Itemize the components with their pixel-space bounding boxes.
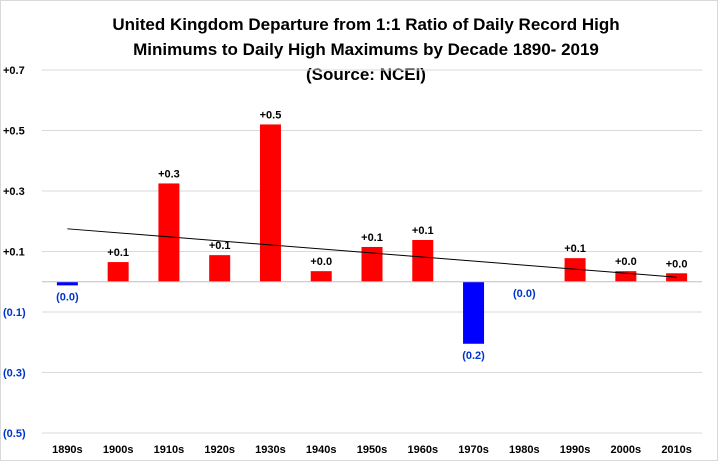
y-tick-label: (0.5) (3, 428, 26, 440)
data-label: +0.0 (310, 256, 332, 268)
bar (412, 240, 434, 282)
bar (56, 281, 78, 286)
y-tick-label: +0.7 (3, 65, 25, 77)
data-label: (0.2) (462, 350, 485, 362)
x-tick-label: 1980s (509, 444, 540, 456)
data-label: +0.1 (209, 240, 231, 252)
x-tick-label: 1990s (560, 444, 591, 456)
x-tick-label: 2010s (661, 444, 692, 456)
chart-title-line-1: United Kingdom Departure from 1:1 Ratio … (112, 15, 619, 34)
trendline-group (67, 228, 677, 278)
bar (666, 273, 688, 282)
x-tick-label: 1930s (255, 444, 286, 456)
data-label: +0.0 (615, 256, 637, 268)
bar (463, 281, 485, 344)
bar (209, 255, 231, 282)
bars (56, 124, 688, 344)
chart-title-line-2: Minimums to Daily High Maximums by Decad… (133, 40, 599, 59)
chart-title-line-3: (Source: NCEI) (306, 65, 426, 84)
data-label: +0.1 (564, 243, 586, 255)
bar (107, 262, 129, 282)
bar (310, 271, 332, 282)
axes: +0.7 +0.5 +0.3 +0.1 (0.1) (0.3) (0.5) 1890s 1900… (3, 65, 702, 456)
x-tick-label: 1960s (407, 444, 438, 456)
y-tick-label: +0.5 (3, 126, 25, 138)
bar (564, 258, 586, 282)
bar (361, 246, 383, 282)
data-label: +0.1 (361, 232, 383, 244)
y-tick-label: (0.1) (3, 307, 26, 319)
labels: (0.0) +0.1 +0.3 +0.1 +0.5 +0.0 +0.1 +0.1 (0.2) (0… (56, 109, 687, 361)
x-tick-label: 1970s (458, 444, 489, 456)
x-tick-label: 1940s (306, 444, 337, 456)
x-tick-label: 1890s (52, 444, 83, 456)
bar (259, 124, 281, 282)
bar (158, 183, 180, 282)
gridlines (42, 69, 702, 434)
trendline (67, 228, 677, 278)
x-tick-label: 1920s (204, 444, 235, 456)
x-tick-label: 1910s (154, 444, 185, 456)
data-label: +0.0 (666, 258, 688, 270)
data-label: +0.1 (107, 247, 129, 259)
bar (615, 271, 637, 282)
data-label: +0.5 (260, 109, 282, 121)
chart-title: United Kingdom Departure from 1:1 Ratio … (112, 15, 619, 84)
y-tick-label: +0.1 (3, 247, 25, 259)
data-label: (0.0) (513, 288, 536, 300)
x-tick-label: 1900s (103, 444, 134, 456)
y-tick-label: +0.3 (3, 186, 25, 198)
data-label: (0.0) (56, 291, 79, 303)
y-tick-label: (0.3) (3, 368, 26, 380)
data-label: +0.3 (158, 168, 180, 180)
x-tick-label: 1950s (357, 444, 388, 456)
data-label: +0.1 (412, 225, 434, 237)
x-tick-label: 2000s (611, 444, 642, 456)
